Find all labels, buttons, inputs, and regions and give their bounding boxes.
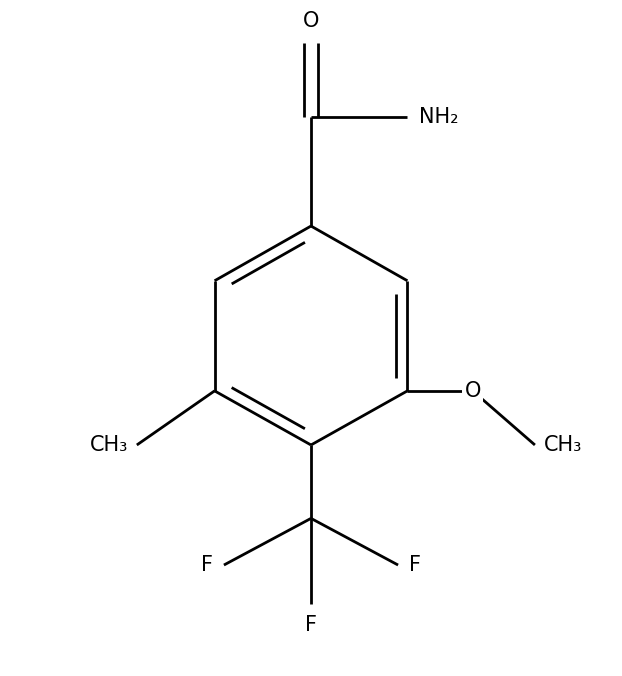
Text: CH₃: CH₃: [544, 435, 582, 455]
Text: F: F: [305, 615, 317, 635]
Text: NH₂: NH₂: [419, 107, 458, 126]
Text: CH₃: CH₃: [90, 435, 128, 455]
Text: O: O: [465, 381, 481, 401]
Text: F: F: [409, 555, 421, 575]
Text: O: O: [303, 11, 319, 31]
Text: F: F: [201, 555, 213, 575]
